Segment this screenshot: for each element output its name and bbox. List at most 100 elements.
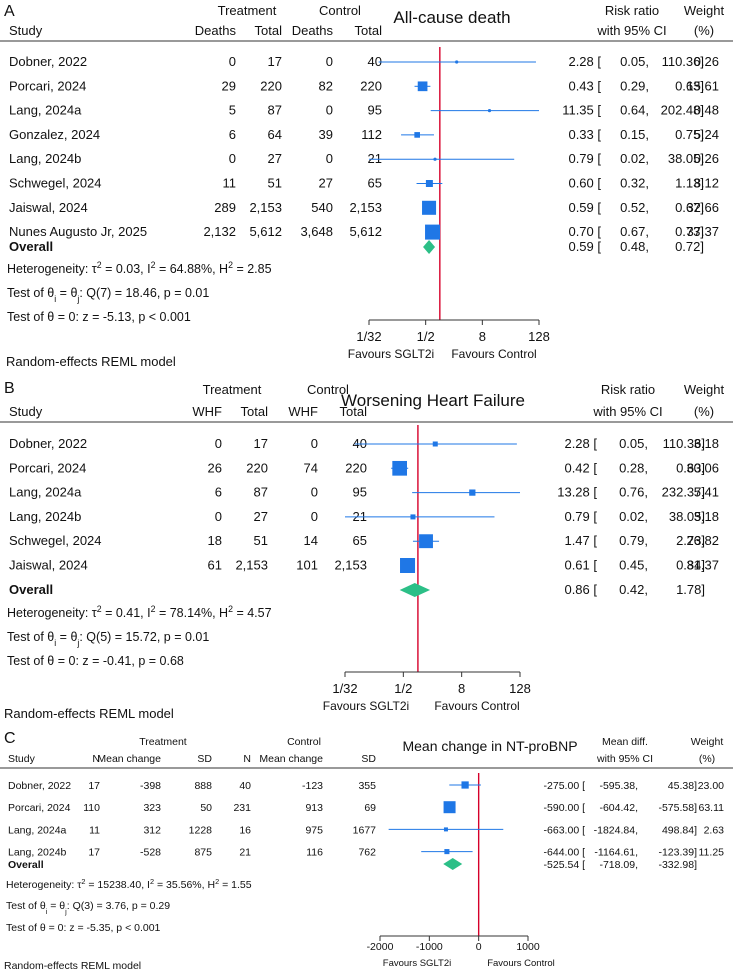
stats-fragment: = 0.41, I bbox=[102, 606, 151, 620]
study-cell: 231 bbox=[233, 802, 251, 814]
ci-upper-text: 0.75] bbox=[675, 127, 704, 142]
overall-diamond bbox=[399, 583, 431, 597]
study-cell: 61 bbox=[208, 558, 222, 573]
model-note: Random-effects REML model bbox=[4, 706, 174, 721]
study-cell: 95 bbox=[368, 103, 382, 118]
study-cell: 50 bbox=[200, 802, 212, 814]
overall-ci-lower-text: 0.42, bbox=[619, 582, 648, 597]
study-cell: 220 bbox=[260, 78, 282, 93]
weight-header: Weight bbox=[691, 736, 724, 748]
stats-line: Test of θi = θj: Q(5) = 15.72, p = 0.01 bbox=[7, 630, 209, 648]
ci-upper-text: -123.39] bbox=[658, 847, 697, 859]
stats-fragment: = 2.85 bbox=[233, 262, 272, 276]
effect-header: Mean diff. bbox=[602, 736, 648, 748]
study-cell: 220 bbox=[360, 78, 382, 93]
study-cell: 888 bbox=[194, 780, 212, 792]
point-estimate-marker bbox=[425, 180, 433, 187]
column-header: Total bbox=[355, 23, 383, 38]
weight-value: 23.00 bbox=[698, 780, 724, 792]
ci-lower-text: 0.05, bbox=[619, 436, 648, 451]
stats-fragment: i bbox=[54, 638, 56, 648]
stats-fragment: j bbox=[76, 294, 79, 304]
study-cell: 17 bbox=[254, 436, 268, 451]
stats-line: Test of θ = 0: z = -0.41, p = 0.68 bbox=[7, 654, 184, 668]
study-cell: 51 bbox=[268, 176, 282, 191]
weight-value: 0.26 bbox=[694, 54, 719, 69]
study-cell: 40 bbox=[368, 54, 382, 69]
study-name: Nunes Augusto Jr, 2025 bbox=[9, 224, 147, 239]
x-tick-label: 8 bbox=[458, 681, 465, 696]
ci-upper-text: 0.84] bbox=[676, 558, 705, 573]
study-cell: 2,153 bbox=[235, 558, 268, 573]
study-cell: 29 bbox=[222, 78, 236, 93]
column-header-study: Study bbox=[8, 753, 36, 765]
effect-header: Risk ratio bbox=[601, 382, 655, 397]
estimate-text: 1.47 [ bbox=[564, 533, 597, 548]
weight-value: 26.82 bbox=[686, 533, 719, 548]
study-name: Porcari, 2024 bbox=[8, 802, 71, 814]
weight-value: 0.48 bbox=[694, 103, 719, 118]
point-estimate-marker bbox=[417, 81, 428, 92]
point-estimate-marker bbox=[410, 514, 416, 520]
ci-upper-text: 232.37] bbox=[662, 485, 705, 500]
ci-lower-text: -595.38, bbox=[599, 780, 638, 792]
group-header: Control bbox=[307, 382, 349, 397]
effect-header: with 95% CI bbox=[596, 753, 653, 765]
point-estimate-marker bbox=[443, 827, 448, 832]
study-cell: 0 bbox=[215, 436, 222, 451]
estimate-text: -644.00 [ bbox=[544, 847, 586, 859]
weight-value: 3.18 bbox=[694, 509, 719, 524]
estimate-text: -590.00 [ bbox=[544, 802, 586, 814]
study-cell: -528 bbox=[140, 847, 161, 859]
study-cell: 5,612 bbox=[349, 224, 382, 239]
plot-title: Mean change in NT-proBNP bbox=[402, 738, 577, 754]
column-header: N bbox=[92, 753, 100, 765]
overall-label: Overall bbox=[8, 859, 44, 871]
point-estimate-marker bbox=[469, 489, 476, 496]
study-name: Schwegel, 2024 bbox=[9, 533, 102, 548]
overall-ci-upper-text: -332.98] bbox=[658, 859, 697, 871]
x-tick-label: -2000 bbox=[367, 941, 394, 953]
column-header-study: Study bbox=[9, 23, 43, 38]
ci-lower-text: 0.67, bbox=[620, 224, 649, 239]
study-name: Lang, 2024a bbox=[9, 485, 82, 500]
study-cell: 875 bbox=[194, 847, 212, 859]
ci-lower-text: 0.05, bbox=[620, 54, 649, 69]
panel-label: B bbox=[4, 380, 15, 397]
stats-fragment: Heterogeneity: τ bbox=[6, 879, 82, 891]
weight-value: 30.06 bbox=[686, 460, 719, 475]
study-cell: 0 bbox=[311, 485, 318, 500]
stats-line: Test of θi = θj: Q(7) = 18.46, p = 0.01 bbox=[7, 286, 209, 304]
ci-lower-text: -1164.61, bbox=[594, 847, 638, 859]
study-name: Lang, 2024b bbox=[9, 509, 81, 524]
column-header: Total bbox=[241, 404, 269, 419]
x-tick-label: 0 bbox=[476, 941, 482, 953]
study-cell: 913 bbox=[305, 802, 323, 814]
study-cell: 2,153 bbox=[249, 200, 282, 215]
stats-fragment: = 1.55 bbox=[219, 879, 252, 891]
ci-upper-text: 1.13] bbox=[675, 176, 704, 191]
column-header: WHF bbox=[288, 404, 318, 419]
favours-right-label: Favours Control bbox=[434, 699, 519, 713]
x-tick-label: 1000 bbox=[516, 941, 540, 953]
study-cell: 112 bbox=[361, 127, 382, 142]
stats-fragment: = 0.03, I bbox=[102, 262, 151, 276]
estimate-text: 2.28 [ bbox=[568, 54, 601, 69]
stats-fragment: 2 bbox=[215, 877, 219, 886]
overall-label: Overall bbox=[9, 582, 53, 597]
stats-fragment: Test of θ = 0: z = -0.41, p = 0.68 bbox=[7, 654, 184, 668]
point-estimate-marker bbox=[433, 157, 437, 161]
stats-fragment: = 15238.40, I bbox=[85, 879, 150, 891]
estimate-text: 0.61 [ bbox=[564, 558, 597, 573]
plot-title: Worsening Heart Failure bbox=[341, 391, 525, 410]
group-header: Control bbox=[287, 736, 321, 748]
study-cell: 101 bbox=[296, 558, 318, 573]
study-cell: 5 bbox=[229, 103, 236, 118]
ci-lower-text: 0.28, bbox=[619, 460, 648, 475]
weight-value: 3.18 bbox=[694, 436, 719, 451]
column-header: Deaths bbox=[292, 23, 334, 38]
study-name: Porcari, 2024 bbox=[9, 460, 86, 475]
ci-upper-text: 0.73] bbox=[675, 224, 704, 239]
ci-upper-text: 202.48] bbox=[661, 103, 704, 118]
overall-estimate-text: 0.59 [ bbox=[568, 239, 601, 254]
